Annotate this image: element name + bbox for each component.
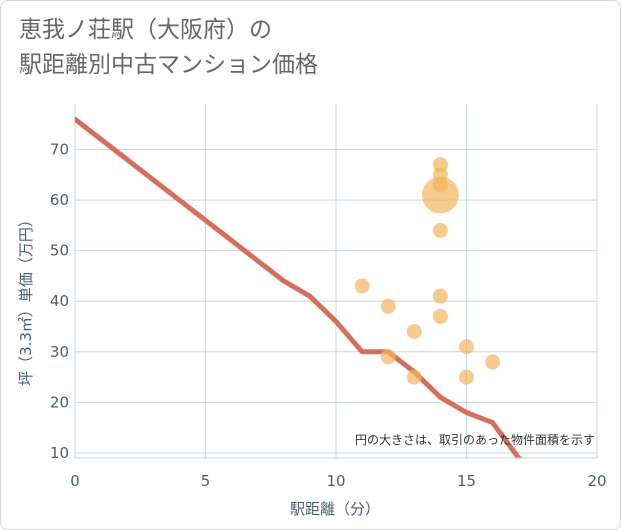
trend-series bbox=[75, 116, 524, 458]
x-tick-label: 5 bbox=[201, 472, 211, 490]
scatter-series bbox=[354, 157, 501, 385]
y-tick-label: 60 bbox=[50, 191, 69, 209]
scatter-point bbox=[380, 298, 396, 314]
scatter-point bbox=[459, 339, 474, 355]
grid bbox=[74, 104, 598, 458]
x-axis-label: 駅距離（分） bbox=[290, 500, 380, 518]
scatter-point bbox=[432, 308, 448, 324]
bubble-size-note: 円の大きさは、取引のあった物件面積を示す bbox=[355, 432, 595, 447]
scatter-point bbox=[422, 176, 459, 214]
y-tick-label: 40 bbox=[50, 292, 69, 310]
scatter-point bbox=[432, 177, 448, 193]
x-tick-label: 15 bbox=[457, 472, 476, 490]
trend-line bbox=[75, 116, 524, 458]
scatter-point bbox=[459, 369, 474, 385]
scatter-point bbox=[485, 354, 501, 370]
scatter-point bbox=[432, 288, 448, 304]
x-tick-label: 20 bbox=[587, 472, 606, 490]
scatter-point bbox=[406, 369, 422, 385]
y-tick-label: 20 bbox=[50, 393, 69, 411]
y-axis-label: 坪（3.3㎡）単価（万円） bbox=[17, 212, 35, 386]
x-tick-label: 10 bbox=[326, 472, 345, 490]
y-tick-label: 50 bbox=[50, 242, 69, 260]
y-tick-label: 10 bbox=[50, 444, 69, 462]
chart-title: 恵我ノ荘駅（大阪府）の 駅距離別中古マンション価格 bbox=[19, 13, 318, 83]
scatter-point bbox=[406, 324, 422, 340]
y-tick-label: 30 bbox=[50, 343, 69, 361]
scatter-point bbox=[432, 222, 448, 238]
chart-title-line2: 駅距離別中古マンション価格 bbox=[19, 52, 318, 78]
y-tick-label: 70 bbox=[50, 141, 69, 159]
axes: 0 5 10 15 20 10 20 30 40 50 60 70 bbox=[50, 141, 607, 490]
x-tick-label: 0 bbox=[70, 472, 80, 490]
scatter-point bbox=[380, 349, 396, 365]
scatter-point bbox=[354, 278, 370, 294]
chart-title-line1: 恵我ノ荘駅（大阪府）の bbox=[19, 17, 272, 43]
